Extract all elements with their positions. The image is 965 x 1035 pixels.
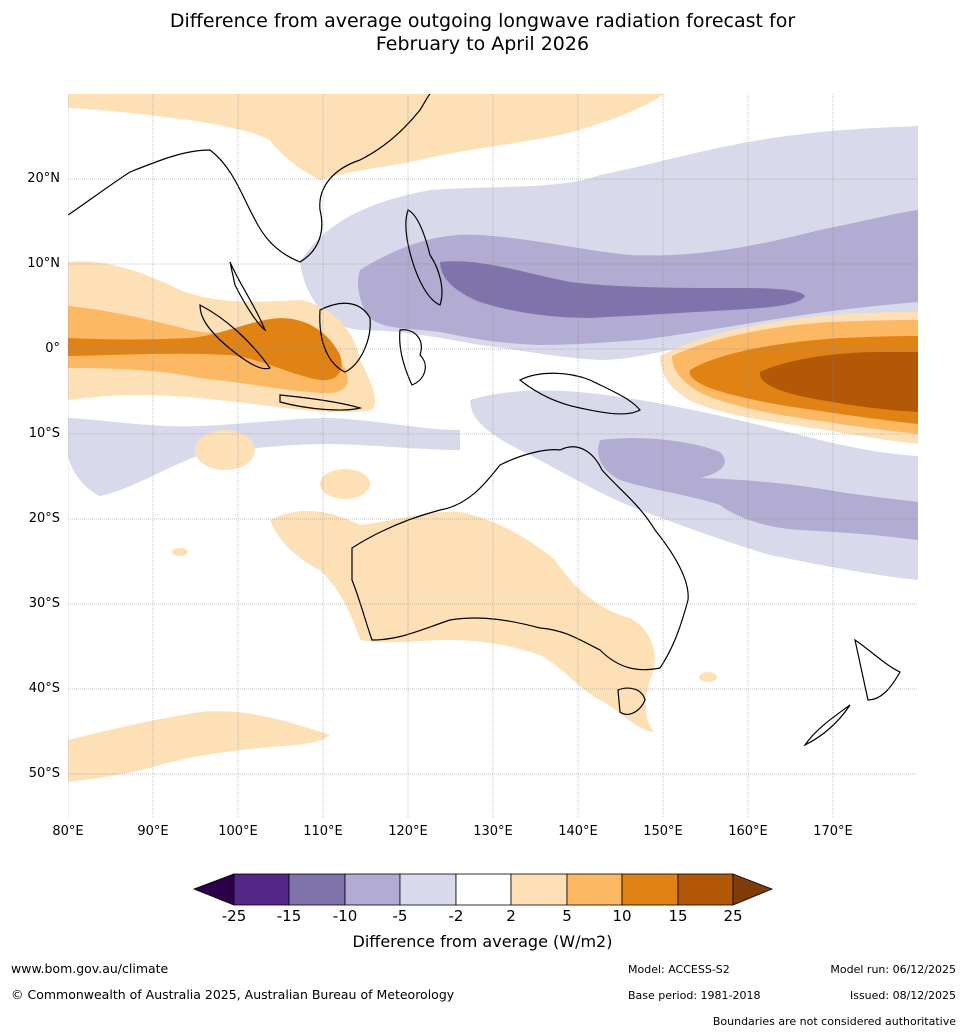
anomaly-region-pos15-pacific	[759, 352, 918, 412]
anomaly-patch-pos2-a	[195, 430, 255, 470]
title-line-2: February to April 2026	[375, 33, 590, 55]
anomaly-region-pos2-china	[68, 94, 665, 180]
asia-mainland-coast	[68, 94, 431, 263]
australia-coast	[351, 446, 689, 671]
lon-label: 140°E	[558, 824, 598, 839]
colorbar-bin-8	[621, 873, 679, 906]
colorbar-label: Difference from average (W/m2)	[352, 932, 613, 951]
coastlines	[68, 94, 901, 747]
colorbar-bin-5	[455, 873, 512, 906]
new-guinea-coast	[518, 372, 641, 415]
lon-label: 90°E	[137, 824, 169, 839]
colorbar-bin-9	[677, 873, 734, 906]
colorbar	[192, 873, 774, 906]
issued-text: Issued: 08/12/2025	[849, 989, 956, 1002]
anomaly-region-pos2-australia	[270, 510, 655, 732]
lon-label: 80°E	[52, 824, 84, 839]
anomaly-patch-pos2-b	[320, 469, 370, 499]
map-plot-area	[68, 94, 918, 817]
colorbar-bin-6	[510, 873, 568, 906]
lon-label: 160°E	[728, 824, 768, 839]
sumatra-coast	[199, 304, 271, 370]
anomaly-region-neg5-south	[598, 438, 918, 540]
lon-label: 110°E	[303, 824, 343, 839]
gridlines	[68, 94, 918, 817]
lat-label: 10°S	[28, 426, 60, 441]
colorbar-bin-7	[566, 873, 623, 906]
colorbar-tick: 10	[612, 907, 632, 925]
lat-label: 30°S	[28, 596, 60, 611]
disclaimer-text: Boundaries are not considered authoritat…	[712, 1015, 956, 1028]
lat-label: 10°N	[27, 256, 60, 271]
lat-label: 20°S	[28, 511, 60, 526]
new-zealand-coast	[803, 638, 901, 747]
anomaly-region-neg2-indian	[68, 418, 460, 496]
chart-title: Difference from average outgoing longwav…	[0, 10, 965, 56]
lon-label: 130°E	[473, 824, 513, 839]
colorbar-tick: -5	[392, 907, 408, 925]
lon-label: 120°E	[388, 824, 428, 839]
colorbar-extend-high	[732, 873, 774, 906]
lon-label: 150°E	[643, 824, 683, 839]
lon-label: 170°E	[813, 824, 853, 839]
colorbar-tick: 25	[723, 907, 743, 925]
colorbar-bin-4	[399, 873, 457, 906]
lat-label: 20°N	[27, 171, 60, 186]
lat-label: 0°	[45, 341, 60, 356]
anomaly-patch-pos2-d	[699, 672, 717, 682]
philippines-coast	[405, 209, 443, 306]
tasmania-coast	[617, 687, 646, 715]
colorbar-tick: -25	[221, 907, 247, 925]
malay-peninsula-coast	[229, 261, 267, 332]
lat-label: 40°S	[28, 681, 60, 696]
colorbar-tick: -10	[332, 907, 358, 925]
sulawesi-coast	[399, 329, 426, 386]
java-coast	[279, 394, 363, 411]
anomaly-region-pos2-south	[68, 711, 330, 782]
lat-label: 50°S	[28, 766, 60, 781]
model-text: Model: ACCESS-S2	[628, 963, 730, 976]
colorbar-bin-2	[288, 873, 346, 906]
model-run-text: Model run: 06/12/2025	[830, 963, 956, 976]
colorbar-tick: -15	[276, 907, 302, 925]
base-period-text: Base period: 1981-2018	[628, 989, 761, 1002]
borneo-coast	[319, 302, 371, 373]
website-link[interactable]: www.bom.gov.au/climate	[11, 961, 169, 976]
colorbar-bin-1	[233, 873, 290, 906]
colorbar-tick: 2	[506, 907, 516, 925]
colorbar-tick: 15	[668, 907, 688, 925]
colorbar-extend-low	[192, 873, 235, 906]
anomaly-region-neg5-north	[358, 210, 918, 345]
anomaly-patch-pos2-c	[172, 548, 188, 556]
lon-label: 100°E	[218, 824, 258, 839]
title-line-1: Difference from average outgoing longwav…	[169, 10, 796, 32]
colorbar-tick: -2	[448, 907, 464, 925]
colorbar-bin-3	[344, 873, 401, 906]
anomaly-region-neg10	[440, 261, 805, 318]
copyright-text: © Commonwealth of Australia 2025, Austra…	[11, 987, 455, 1002]
colorbar-tick: 5	[562, 907, 572, 925]
